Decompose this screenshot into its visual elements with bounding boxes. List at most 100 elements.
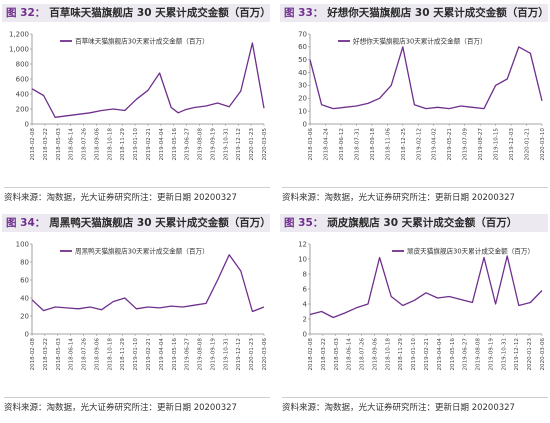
x-tick-label: 2019-01-10 xyxy=(411,338,417,371)
y-tick-label: 1,200 xyxy=(9,30,29,38)
legend-label: 周黑鸭天猫旗舰店30天累计成交金额（百万） xyxy=(75,246,209,255)
x-tick-label: 2019-02-21 xyxy=(146,338,152,371)
line-chart: 0 200 400 600 800 1,000 1,200 2018-02-08 2018-03… xyxy=(9,30,268,161)
x-tick-label: 2019-05-16 xyxy=(172,338,178,371)
x-tick-label: 2020-03-05 xyxy=(262,128,268,161)
x-tick-label: 2018-09-06 xyxy=(94,128,100,161)
chart-title: 周黑鸭天猫旗舰店 30 天累计成交金额（百万） xyxy=(49,217,270,229)
x-tick-label: 2020-01-21 xyxy=(525,128,531,161)
x-tick-label: 2018-03-22 xyxy=(43,338,49,371)
x-tick-label: 2018-06-14 xyxy=(69,338,75,371)
chart-panel-33: 图 33： 好想你天猫旗舰店 30 天累计成交金额（百万） 0 10 20 30 40 50… xyxy=(280,4,548,209)
x-tick-label: 2019-04-02 xyxy=(432,128,438,161)
x-tick-label: 2019-12-12 xyxy=(236,128,242,161)
x-tick-label: 2018-11-29 xyxy=(398,338,404,371)
y-tick-label: 800 xyxy=(16,60,29,68)
x-tick-label: 2019-05-21 xyxy=(447,128,453,161)
x-tick-label: 2019-06-27 xyxy=(185,128,191,161)
x-tick-label: 2020-01-23 xyxy=(249,128,255,161)
x-tick-label: 2019-09-19 xyxy=(488,338,494,371)
x-tick-label: 2018-06-14 xyxy=(69,128,75,161)
source-note: 资料来源：淘数据，光大证券研究所注：更新日期 20200327 xyxy=(282,187,548,203)
figure-number: 图 34： xyxy=(6,217,46,229)
source-note: 资料来源：淘数据，光大证券研究所注：更新日期 20200327 xyxy=(4,187,270,203)
x-tick-label: 2019-06-27 xyxy=(185,338,191,371)
y-tick-label: 40 xyxy=(20,294,29,302)
figure-number: 图 35： xyxy=(284,217,324,229)
x-tick-label: 2020-01-23 xyxy=(249,338,255,371)
y-tick-label: 0 xyxy=(303,120,307,128)
chart-panel-35: 图 35： 顽皮旗舰店 30 天累计成交金额（百万） 0 2 4 6 8 10 12 2018-… xyxy=(280,214,548,419)
y-tick-label: 8 xyxy=(303,270,307,278)
x-tick-label: 2018-10-18 xyxy=(107,338,113,371)
x-tick-label: 2018-11-06 xyxy=(385,128,391,161)
chart-title-bar: 图 34： 周黑鸭天猫旗舰店 30 天累计成交金额（百万） xyxy=(2,214,270,232)
x-tick-label: 2019-02-21 xyxy=(146,128,152,161)
chart-title: 百草味天猫旗舰店 30 天累计成交金额（百万） xyxy=(49,7,270,19)
x-tick-label: 2018-07-31 xyxy=(354,128,360,161)
figure-number: 图 32： xyxy=(6,7,46,19)
x-tick-label: 2020-01-23 xyxy=(527,338,533,371)
line-chart: 0 10 20 30 40 50 60 70 2018-03-06 2018-04-24 2018-… xyxy=(298,30,546,161)
x-tick-label: 2019-07-09 xyxy=(463,128,469,161)
x-tick-label: 2018-03-22 xyxy=(43,128,49,161)
x-tick-label: 2019-12-12 xyxy=(236,338,242,371)
x-tick-label: 2019-12-03 xyxy=(509,128,515,161)
x-tick-label: 2018-09-06 xyxy=(372,338,378,371)
x-tick-label: 2018-12-25 xyxy=(401,128,407,161)
y-tick-label: 400 xyxy=(16,90,29,98)
x-tick-label: 2018-09-06 xyxy=(94,338,100,371)
x-tick-label: 2019-01-10 xyxy=(133,338,139,371)
x-tick-label: 2019-09-19 xyxy=(210,338,216,371)
x-tick-label: 2019-09-19 xyxy=(210,128,216,161)
x-tick-label: 2019-08-08 xyxy=(198,338,204,371)
x-tick-label: 2018-11-29 xyxy=(120,338,126,371)
x-tick-label: 2018-06-14 xyxy=(347,338,353,371)
x-tick-label: 2018-07-26 xyxy=(82,128,88,161)
y-tick-label: 60 xyxy=(298,43,307,51)
y-tick-label: 6 xyxy=(303,285,308,293)
series-line xyxy=(309,255,543,319)
y-tick-label: 200 xyxy=(16,105,29,113)
x-tick-label: 2020-03-06 xyxy=(262,338,268,371)
chart-title-bar: 图 35： 顽皮旗舰店 30 天累计成交金额（百万） xyxy=(280,214,548,232)
x-tick-label: 2018-05-03 xyxy=(334,338,340,371)
y-tick-label: 80 xyxy=(20,258,29,266)
y-tick-label: 10 xyxy=(298,255,307,263)
x-tick-label: 2019-08-27 xyxy=(478,128,484,161)
x-tick-label: 2019-02-12 xyxy=(416,128,422,161)
y-tick-label: 70 xyxy=(298,30,307,38)
y-tick-label: 0 xyxy=(25,330,29,338)
x-tick-label: 2019-05-16 xyxy=(450,338,456,371)
x-tick-label: 2018-04-24 xyxy=(323,128,329,161)
chart-title: 顽皮旗舰店 30 天累计成交金额（百万） xyxy=(327,217,518,229)
x-tick-label: 2018-02-08 xyxy=(308,338,314,371)
legend-label: 百草味天猫旗舰店30天累计成交金额（百万） xyxy=(75,36,209,45)
x-tick-label: 2019-10-15 xyxy=(494,128,500,161)
y-tick-label: 10 xyxy=(298,107,307,115)
y-tick-label: 30 xyxy=(298,82,307,90)
x-tick-label: 2019-02-21 xyxy=(424,338,430,371)
chart-panel-32: 图 32： 百草味天猫旗舰店 30 天累计成交金额（百万） 0 200 400 600 8… xyxy=(2,4,270,209)
x-tick-label: 2019-04-04 xyxy=(437,338,443,371)
x-tick-label: 2019-08-08 xyxy=(198,128,204,161)
x-tick-label: 2019-05-16 xyxy=(172,128,178,161)
x-tick-label: 2019-04-04 xyxy=(159,338,165,371)
x-tick-label: 2018-09-18 xyxy=(370,128,376,161)
x-tick-label: 2020-03-10 xyxy=(540,128,546,161)
chart-title-bar: 图 33： 好想你天猫旗舰店 30 天累计成交金额（百万） xyxy=(280,4,548,22)
x-tick-label: 2019-10-31 xyxy=(501,338,507,371)
x-tick-label: 2018-07-26 xyxy=(82,338,88,371)
line-chart: 0 20 40 60 80 100 2018-02-08 2018-03-22 2018-05-… xyxy=(16,240,268,371)
x-tick-label: 2018-07-26 xyxy=(360,338,366,371)
y-tick-label: 600 xyxy=(16,75,29,83)
x-tick-label: 2018-10-18 xyxy=(107,128,113,161)
chart-panel-34: 图 34： 周黑鸭天猫旗舰店 30 天累计成交金额（百万） 0 20 40 60 80 10… xyxy=(2,214,270,419)
x-tick-label: 2019-08-08 xyxy=(476,338,482,371)
x-tick-label: 2019-06-27 xyxy=(463,338,469,371)
x-tick-label: 2018-03-06 xyxy=(308,128,314,161)
y-tick-label: 0 xyxy=(303,330,307,338)
x-tick-label: 2019-10-31 xyxy=(223,128,229,161)
source-note: 资料来源：淘数据，光大证券研究所注：更新日期 20200327 xyxy=(282,397,548,413)
x-tick-label: 2018-05-03 xyxy=(56,128,62,161)
